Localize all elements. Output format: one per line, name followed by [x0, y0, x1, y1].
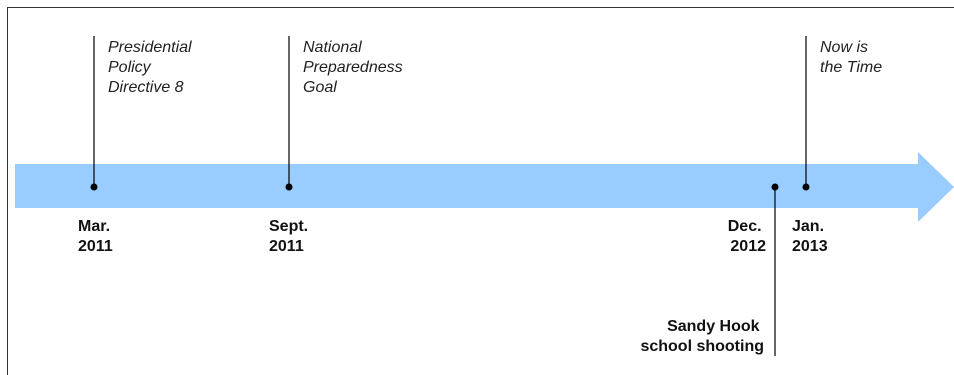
event-label: National Preparedness Goal: [303, 39, 407, 96]
event-label: Sandy Hook school shooting: [640, 318, 764, 355]
event-dot: [90, 183, 98, 191]
event-sandy-hook: Dec. 2012 Sandy Hook school shooting: [640, 183, 779, 356]
event-label: Presidential Policy Directive 8: [108, 39, 196, 96]
event-dot: [802, 183, 810, 191]
event-dot: [771, 183, 779, 191]
event-dot: [285, 183, 293, 191]
event-date: Sept. 2011: [269, 218, 313, 255]
event-date: Mar. 2011: [78, 218, 114, 255]
timeline-arrow: [15, 152, 954, 222]
event-now-is-the-time: Now is the Time Jan. 2013: [792, 36, 882, 255]
event-date: Jan. 2013: [792, 218, 828, 255]
event-ppd8: Presidential Policy Directive 8 Mar. 201…: [78, 36, 196, 255]
event-national-preparedness-goal: National Preparedness Goal Sept. 2011: [269, 36, 407, 255]
event-date: Dec. 2012: [728, 218, 766, 255]
event-label: Now is the Time: [820, 39, 882, 76]
